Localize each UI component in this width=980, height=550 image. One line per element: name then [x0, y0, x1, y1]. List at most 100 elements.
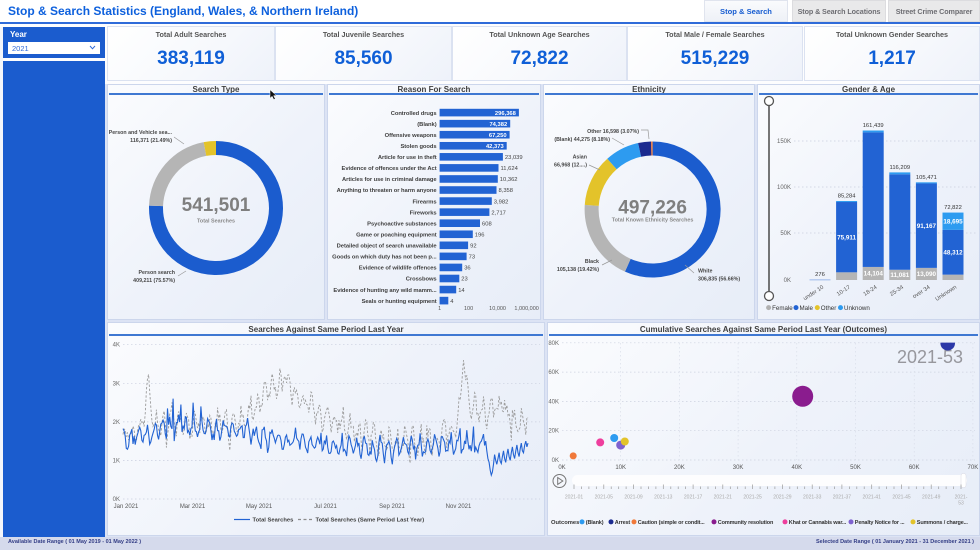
svg-text:11,081: 11,081	[890, 272, 909, 279]
svg-text:Arrest: Arrest	[615, 520, 631, 526]
svg-text:2021-33: 2021-33	[803, 495, 822, 501]
svg-text:2,717: 2,717	[491, 210, 506, 216]
svg-text:14,104: 14,104	[864, 271, 884, 278]
svg-text:4: 4	[450, 299, 454, 305]
svg-text:100: 100	[464, 306, 473, 312]
svg-text:541,501: 541,501	[182, 195, 251, 216]
svg-text:Other 16,598 (3.07%): Other 16,598 (3.07%)	[587, 129, 639, 135]
svg-text:91,167: 91,167	[917, 223, 937, 230]
svg-text:Stolen goods: Stolen goods	[400, 144, 436, 150]
svg-text:Anything to threaten or harm a: Anything to threaten or harm anyone	[337, 188, 438, 194]
svg-text:116,371 (21.49%): 116,371 (21.49%)	[130, 138, 172, 144]
svg-text:Person and Vehicle sea...: Person and Vehicle sea...	[109, 130, 173, 136]
svg-text:67,250: 67,250	[489, 133, 507, 139]
svg-text:2021-49: 2021-49	[922, 495, 941, 501]
svg-text:161,439: 161,439	[863, 123, 884, 129]
svg-text:2021-13: 2021-13	[654, 495, 673, 501]
svg-text:Article for use in theft: Article for use in theft	[378, 155, 437, 161]
svg-text:0K: 0K	[552, 458, 559, 464]
svg-text:50K: 50K	[850, 465, 861, 471]
svg-text:2021-53: 2021-53	[897, 347, 963, 367]
svg-text:Game or poaching equipment: Game or poaching equipment	[356, 232, 437, 238]
svg-text:73: 73	[469, 255, 475, 261]
svg-text:Total Searches: Total Searches	[253, 518, 294, 524]
svg-text:296,368: 296,368	[495, 111, 517, 117]
svg-text:Psychoactive substances: Psychoactive substances	[367, 221, 436, 227]
svg-text:36: 36	[464, 266, 470, 272]
svg-text:276: 276	[815, 272, 825, 278]
svg-text:Evidence of wildlife offences: Evidence of wildlife offences	[359, 266, 437, 272]
svg-text:4K: 4K	[113, 343, 120, 349]
svg-text:under 10: under 10	[803, 285, 825, 302]
svg-text:White: White	[698, 269, 712, 275]
svg-text:10,000: 10,000	[489, 306, 506, 312]
svg-text:Evidence of hunting any wild m: Evidence of hunting any wild mamm...	[333, 288, 437, 294]
svg-text:Total Known Ethnicity Searches: Total Known Ethnicity Searches	[612, 218, 694, 224]
svg-text:48,312: 48,312	[943, 249, 963, 256]
svg-text:Asian: Asian	[573, 155, 587, 161]
svg-text:2021-17: 2021-17	[684, 495, 703, 501]
svg-text:2021-01: 2021-01	[565, 495, 584, 501]
svg-text:85,284: 85,284	[838, 194, 857, 200]
svg-text:Unknown: Unknown	[935, 285, 959, 303]
svg-text:Nov 2021: Nov 2021	[446, 504, 472, 510]
svg-text:Seals or hunting equipment: Seals or hunting equipment	[362, 299, 437, 305]
svg-text:2021-37: 2021-37	[833, 495, 852, 501]
svg-text:74,382: 74,382	[489, 122, 507, 128]
svg-text:Female: Female	[772, 305, 793, 312]
svg-text:Other: Other	[821, 305, 836, 312]
svg-text:10K: 10K	[615, 465, 626, 471]
svg-text:18-24: 18-24	[863, 284, 879, 298]
svg-text:13,090: 13,090	[917, 271, 937, 278]
svg-text:1: 1	[438, 306, 441, 312]
svg-text:497,226: 497,226	[618, 198, 687, 219]
svg-text:Jan 2021: Jan 2021	[114, 504, 139, 510]
svg-text:3,982: 3,982	[494, 199, 509, 205]
svg-text:Evidence of offences under the: Evidence of offences under the Act	[342, 166, 437, 172]
svg-text:75,911: 75,911	[837, 234, 856, 241]
svg-text:Black: Black	[585, 259, 599, 265]
svg-text:Goods on which duty has not be: Goods on which duty has not been p...	[332, 255, 437, 261]
svg-text:23,039: 23,039	[505, 155, 523, 161]
svg-text:20K: 20K	[674, 465, 685, 471]
svg-text:409,211 (75.57%): 409,211 (75.57%)	[133, 278, 175, 284]
svg-text:105,471: 105,471	[916, 175, 937, 181]
svg-text:Community resolution: Community resolution	[718, 520, 774, 526]
svg-text:116,209: 116,209	[890, 165, 911, 171]
svg-text:70K: 70K	[968, 465, 979, 471]
svg-text:105,138 (19.42%): 105,138 (19.42%)	[557, 267, 599, 273]
svg-text:0K: 0K	[113, 497, 120, 503]
svg-text:10,362: 10,362	[500, 177, 518, 183]
svg-text:Firearms: Firearms	[413, 199, 437, 205]
svg-text:25-34: 25-34	[889, 284, 905, 298]
svg-text:0K: 0K	[784, 278, 791, 284]
svg-text:Total Searches: Total Searches	[197, 219, 235, 225]
svg-text:72,822: 72,822	[944, 205, 962, 211]
svg-text:May 2021: May 2021	[246, 504, 273, 510]
svg-text:150K: 150K	[777, 139, 791, 145]
svg-text:Jul 2021: Jul 2021	[314, 504, 337, 510]
svg-text:2021-: 2021-	[955, 495, 968, 501]
svg-text:Khat or Cannabis war...: Khat or Cannabis war...	[789, 520, 847, 526]
svg-text:8,358: 8,358	[499, 188, 514, 194]
svg-text:20K: 20K	[548, 429, 559, 435]
svg-text:Offensive weapons: Offensive weapons	[385, 133, 437, 139]
svg-text:66,968 (12....): 66,968 (12....)	[554, 163, 587, 169]
svg-text:(Blank): (Blank)	[586, 520, 604, 526]
svg-text:14: 14	[458, 288, 465, 294]
svg-text:2021-25: 2021-25	[743, 495, 762, 501]
svg-text:Unknown: Unknown	[844, 305, 870, 312]
svg-text:60K: 60K	[548, 370, 559, 376]
svg-text:18,695: 18,695	[943, 218, 963, 225]
svg-text:0K: 0K	[558, 465, 565, 471]
svg-text:Caution (simple or condit...: Caution (simple or condit...	[638, 520, 705, 526]
svg-text:42,373: 42,373	[486, 144, 505, 150]
svg-text:2021-09: 2021-09	[624, 495, 643, 501]
svg-text:2021-41: 2021-41	[863, 495, 882, 501]
svg-text:Outcomes: Outcomes	[551, 520, 579, 526]
svg-text:2021-21: 2021-21	[714, 495, 733, 501]
svg-text:Person search: Person search	[138, 270, 175, 276]
svg-text:23: 23	[461, 277, 467, 283]
svg-text:Controlled drugs: Controlled drugs	[391, 111, 437, 117]
svg-text:2K: 2K	[113, 420, 120, 426]
